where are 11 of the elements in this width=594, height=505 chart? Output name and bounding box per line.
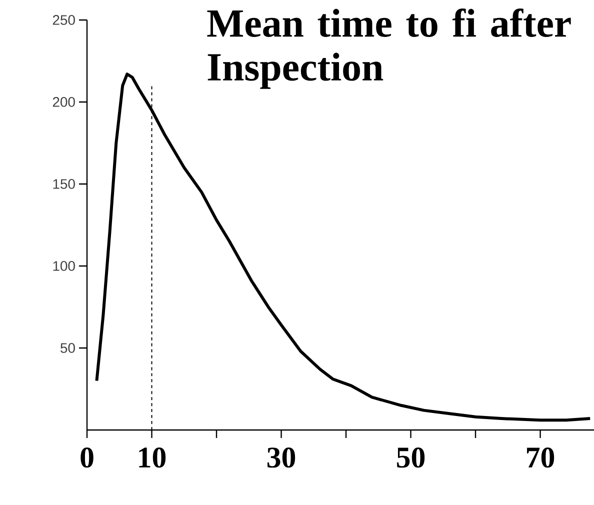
y-tick-label: 50 xyxy=(60,343,75,353)
chart-title: Mean time to fi after Inspection xyxy=(207,8,571,89)
y-tick-label: 150 xyxy=(53,179,75,189)
x-tick-label: 30 xyxy=(267,448,296,468)
y-tick-label: 200 xyxy=(52,97,75,107)
x-tick-label: 10 xyxy=(139,448,166,468)
x-tick-label: 0 xyxy=(80,448,94,468)
y-tick-label: 100 xyxy=(53,261,75,271)
x-tick-label: 50 xyxy=(397,448,425,468)
y-tick-label: 250 xyxy=(52,15,75,25)
x-tick-label: 70 xyxy=(527,448,554,468)
